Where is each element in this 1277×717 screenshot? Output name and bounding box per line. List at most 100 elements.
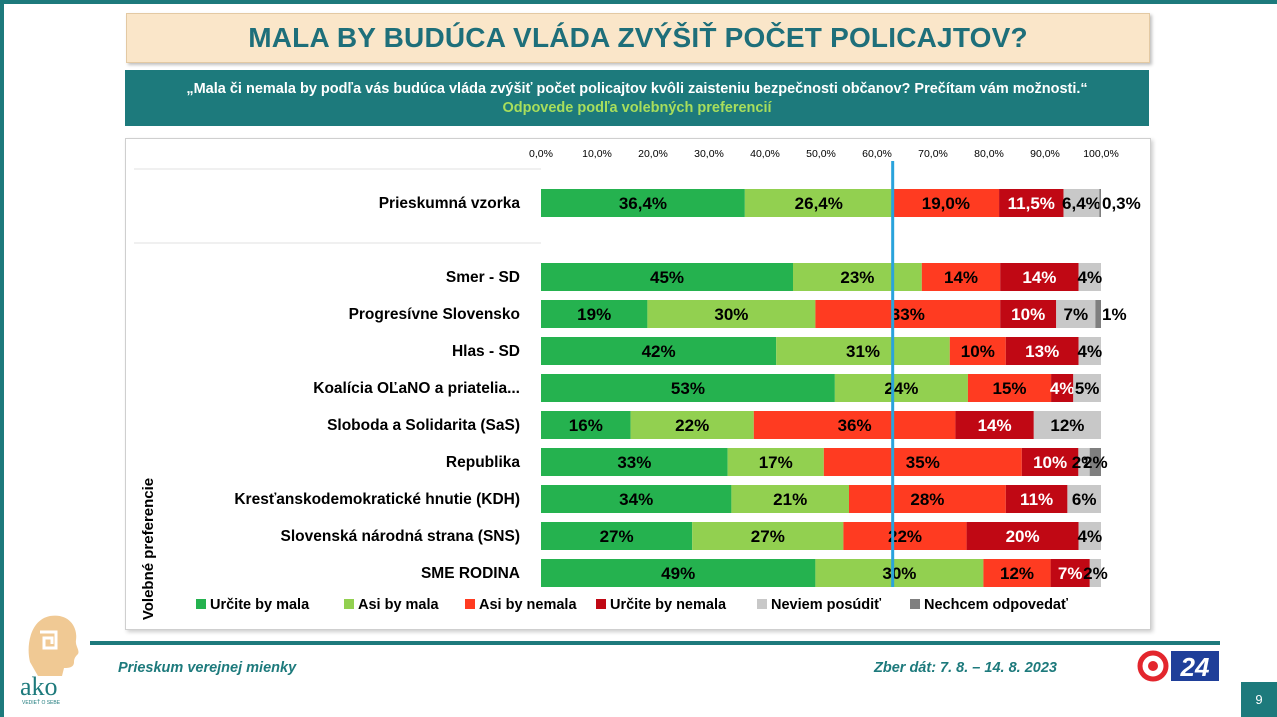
bar-segment (966, 522, 1079, 550)
category-label: Kresťanskodemokratické hnutie (KDH) (234, 491, 520, 508)
data-label: 34% (619, 490, 653, 509)
category-label: Slovenská národná strana (SNS) (281, 528, 520, 545)
stacked-bar-chart: 0,0% 10,0% 20,0% 30,0% 40,0% 50,0% 60,0% 70,0% 8… (134, 148, 1141, 620)
legend-label: Asi by mala (358, 597, 440, 613)
data-label: 15% (992, 379, 1026, 398)
bar-segment (815, 300, 1001, 328)
bar-segment (967, 374, 1052, 402)
data-label: 10% (961, 342, 995, 361)
category-label: Republika (446, 454, 520, 471)
bar-segment (541, 337, 777, 365)
legend-swatch (196, 599, 206, 609)
legend-label: Určite by mala (210, 597, 310, 613)
bar-segment (1078, 522, 1101, 550)
data-label: 27% (600, 527, 634, 546)
data-label: 7% (1064, 305, 1089, 324)
bar-segment (1051, 374, 1074, 402)
bar-segment (1005, 337, 1079, 365)
data-label: 33% (891, 305, 925, 324)
bar-segment (892, 189, 1000, 217)
data-label: 26,4% (795, 194, 843, 213)
data-label: 42% (642, 342, 676, 361)
footer-survey-label: Prieskum verejnej mienky (118, 660, 297, 676)
data-label: 0,3% (1102, 194, 1141, 213)
bar-segment (541, 485, 732, 513)
data-label: 12% (1050, 416, 1084, 435)
data-label: 14% (978, 416, 1012, 435)
page-number: 9 (1241, 682, 1277, 717)
x-tick-label: 70,0% (918, 148, 948, 160)
data-label: 27% (751, 527, 785, 546)
category-label: Progresívne Slovensko (349, 306, 520, 323)
bar-segment (921, 263, 1001, 291)
x-tick-label: 20,0% (638, 148, 668, 160)
data-label: 22% (888, 527, 922, 546)
data-label: 12% (1000, 564, 1034, 583)
data-label: 19% (577, 305, 611, 324)
question-banner: „Mala či nemala by podľa vás budúca vlád… (125, 70, 1149, 126)
data-label: 35% (906, 453, 940, 472)
x-tick-label: 60,0% (862, 148, 892, 160)
bar-segment (1056, 300, 1096, 328)
x-tick-label: 100,0% (1083, 148, 1119, 160)
data-label: 19,0% (922, 194, 970, 213)
bar-segment (1099, 189, 1101, 217)
category-label: Smer - SD (446, 269, 520, 286)
bar-segment (1089, 448, 1101, 476)
bar-segment (955, 411, 1034, 439)
tv24-logo: 24 (1137, 648, 1223, 684)
bar-segment (744, 189, 893, 217)
bar-segment (727, 448, 824, 476)
top-frame-bar (0, 0, 1277, 4)
bar-segment (1095, 300, 1101, 328)
data-label: 30% (714, 305, 748, 324)
bar-segment (1021, 448, 1079, 476)
category-label: Hlas - SD (452, 343, 520, 360)
bar-segment (541, 522, 693, 550)
data-label: 11% (1020, 490, 1053, 509)
x-tick-label: 30,0% (694, 148, 724, 160)
bar-segment (1000, 300, 1057, 328)
data-label: 1% (1102, 305, 1127, 324)
tv24-logo-text: 24 (1180, 652, 1210, 682)
x-tick-label: 40,0% (750, 148, 780, 160)
bar-segment (1078, 448, 1090, 476)
data-label: 4% (1078, 342, 1103, 361)
footer-divider (90, 641, 1220, 645)
data-label: 7% (1058, 564, 1083, 583)
bar-segment (949, 337, 1006, 365)
data-label: 31% (846, 342, 880, 361)
bar-segment (815, 559, 984, 587)
data-label: 4% (1078, 268, 1103, 287)
category-label: SME RODINA (421, 565, 520, 582)
bar-segment (1078, 337, 1101, 365)
category-label: Prieskumná vzorka (379, 195, 521, 212)
bar-segment (776, 337, 950, 365)
legend-swatch (465, 599, 475, 609)
bar-segment (1089, 559, 1101, 587)
x-tick-label: 80,0% (974, 148, 1004, 160)
data-label: 20% (1006, 527, 1040, 546)
legend-label: Neviem posúdiť (771, 597, 881, 613)
ako-logo-text: ako (20, 672, 58, 701)
bar-segment (1063, 189, 1100, 217)
bar-segment (1067, 485, 1101, 513)
title-banner: MALA BY BUDÚCA VLÁDA ZVÝŠIŤ POČET POLICA… (126, 13, 1150, 63)
x-tick-label: 50,0% (806, 148, 836, 160)
data-label: 36% (838, 416, 872, 435)
data-label: 49% (661, 564, 695, 583)
data-label: 6% (1072, 490, 1097, 509)
bar-segment (731, 485, 849, 513)
legend-swatch (596, 599, 606, 609)
data-label: 53% (671, 379, 705, 398)
data-label: 4% (1050, 379, 1075, 398)
bar-segment (541, 189, 745, 217)
data-label: 21% (773, 490, 807, 509)
data-label: 33% (617, 453, 651, 472)
y-axis-title: Volebné preferencie (140, 478, 157, 620)
chart-panel: 0,0% 10,0% 20,0% 30,0% 40,0% 50,0% 60,0% 70,0% 8… (125, 138, 1151, 630)
bar-segment (541, 374, 835, 402)
page-title: MALA BY BUDÚCA VLÁDA ZVÝŠIŤ POČET POLICA… (248, 22, 1028, 53)
bar-segment (834, 374, 968, 402)
ako-logo-tagline: VEDIEŤ O SEBE (22, 698, 61, 706)
